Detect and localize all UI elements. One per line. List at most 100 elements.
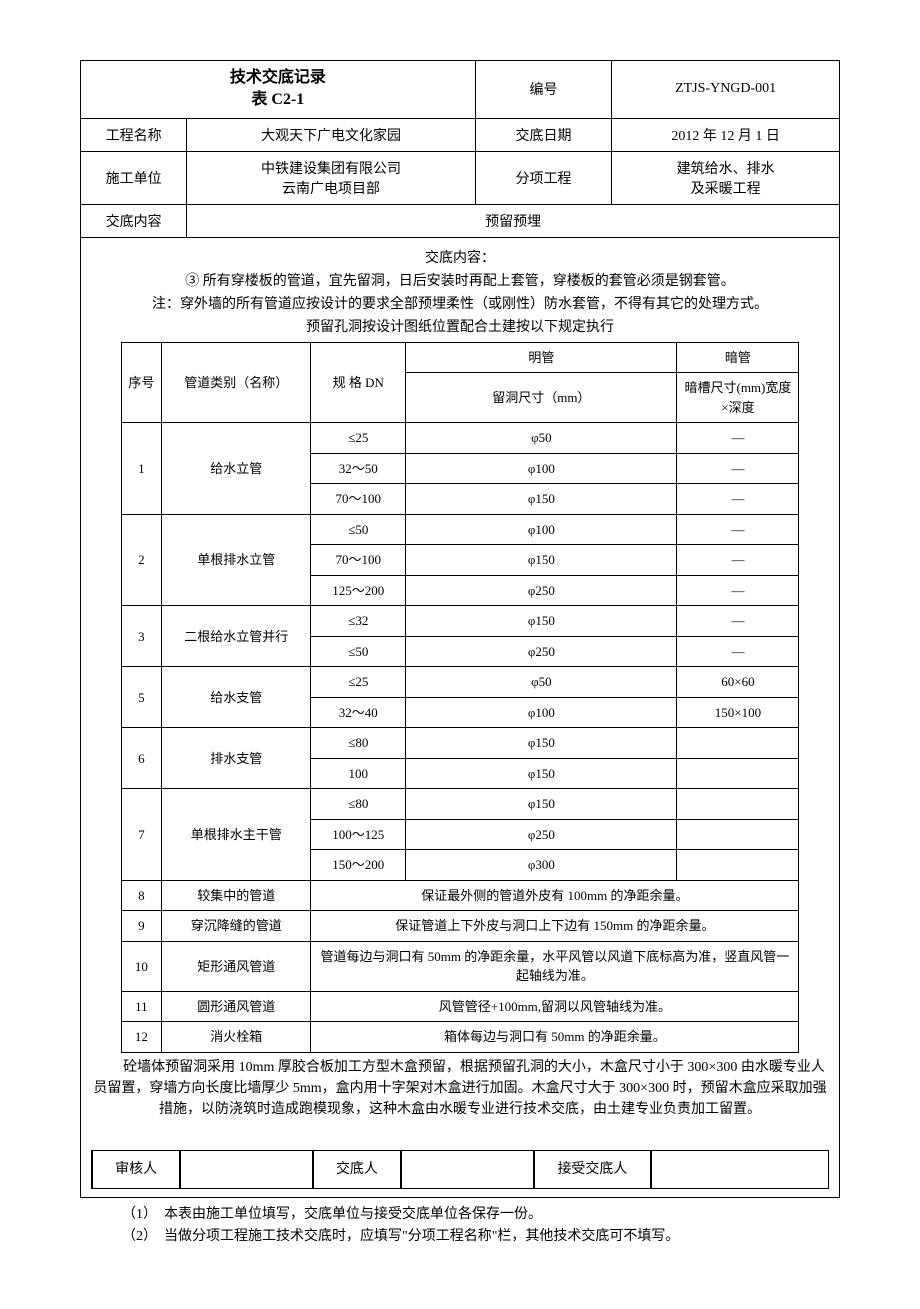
table-row-hidden [677,819,799,850]
table-row-text: 风管管径+100mm,留洞以风管轴线为准。 [311,991,799,1022]
table-row-text: 管道每边与洞口有 50mm 的净距余量，水平风管以风道下底标高为准，竖直风管一起… [311,941,799,991]
th-hidden-sub: 暗槽尺寸(mm)宽度×深度 [677,373,799,423]
table-row-exposed: φ150 [406,758,677,789]
sig-receiver-label: 接受交底人 [534,1151,652,1188]
table-row-hidden: 150×100 [677,697,799,728]
footnote-2: （2） 当做分项工程施工技术交底时，应填写"分项工程名称"栏，其他技术交底可不填… [80,1226,840,1248]
table-row-exposed: φ150 [406,728,677,759]
table-row-spec: ≤80 [311,728,406,759]
table-row-category: 穿沉降缝的管道 [162,911,311,942]
table-row-text: 箱体每边与洞口有 50mm 的净距余量。 [311,1022,799,1053]
table-row-seq: 1 [121,423,162,515]
spec-table: 序号 管道类别（名称） 规 格 DN 明管 暗管 留洞尺寸（mm） 暗槽尺寸(m… [121,342,800,1053]
project-value: 大观天下广电文化家园 [187,118,475,151]
sig-sender-label: 交底人 [313,1151,401,1188]
intro-title: 交底内容： [91,248,829,269]
table-row-seq: 8 [121,880,162,911]
table-row-spec: 32～40 [311,697,406,728]
table-row-seq: 12 [121,1022,162,1053]
table-row-spec: 125～200 [311,575,406,606]
table-row-spec: ≤50 [311,636,406,667]
table-row-category: 给水立管 [162,423,311,515]
number-value: ZTJS-YNGD-001 [612,61,840,119]
th-spec: 规 格 DN [311,342,406,423]
table-row-exposed: φ300 [406,850,677,881]
content-label: 交底内容 [81,204,187,237]
table-row-seq: 6 [121,728,162,789]
table-row-category: 单根排水立管 [162,514,311,606]
sig-sender-value [401,1151,533,1188]
table-row-exposed: φ250 [406,819,677,850]
table-row-spec: ≤25 [311,667,406,698]
table-row-exposed: φ50 [406,667,677,698]
sig-receiver-value [651,1151,828,1188]
th-seq: 序号 [121,342,162,423]
table-row-hidden: — [677,636,799,667]
table-row-exposed: φ150 [406,484,677,515]
th-exposed-sub: 留洞尺寸（mm） [406,373,677,423]
table-row-seq: 7 [121,789,162,881]
unit-value: 中铁建设集团有限公司 云南广电项目部 [187,151,475,204]
table-row-exposed: φ50 [406,423,677,454]
table-row-spec: ≤32 [311,606,406,637]
table-row-hidden: — [677,575,799,606]
table-row-category: 圆形通风管道 [162,991,311,1022]
table-row-hidden: — [677,606,799,637]
footnotes: （1） 本表由施工单位填写，交底单位与接受交底单位各保存一份。 （2） 当做分项… [80,1204,840,1249]
table-row-spec: ≤80 [311,789,406,820]
project-label: 工程名称 [81,118,187,151]
table-row-seq: 2 [121,514,162,606]
table-row-exposed: φ100 [406,453,677,484]
content-body: 交底内容： ③ 所有穿楼板的管道，宜先留洞，日后安装时再配上套管，穿楼板的套管必… [81,237,840,1197]
footnote-1: （1） 本表由施工单位填写，交底单位与接受交底单位各保存一份。 [80,1204,840,1226]
th-hidden: 暗管 [677,342,799,373]
table-row-spec: 32～50 [311,453,406,484]
date-label: 交底日期 [475,118,612,151]
table-row-exposed: φ150 [406,789,677,820]
table-row-exposed: φ100 [406,514,677,545]
sub-label: 分项工程 [475,151,612,204]
table-row-spec: 100～125 [311,819,406,850]
table-row-exposed: φ250 [406,575,677,606]
table-row-category: 消火栓箱 [162,1022,311,1053]
table-row-spec: ≤50 [311,514,406,545]
table-row-hidden: — [677,514,799,545]
table-row-hidden: — [677,484,799,515]
table-row-hidden: — [677,545,799,576]
date-value: 2012 年 12 月 1 日 [612,118,840,151]
table-row-hidden [677,728,799,759]
table-row-exposed: φ100 [406,697,677,728]
table-row-text: 保证管道上下外皮与洞口上下边有 150mm 的净距余量。 [311,911,799,942]
th-exposed: 明管 [406,342,677,373]
table-row-hidden [677,758,799,789]
table-caption: 预留孔洞按设计图纸位置配合土建按以下规定执行 [91,317,829,338]
table-row-hidden: 60×60 [677,667,799,698]
table-row-spec: 70～100 [311,484,406,515]
table-row-seq: 5 [121,667,162,728]
table-row-seq: 11 [121,991,162,1022]
header-table: 技术交底记录 表 C2-1 编号 ZTJS-YNGD-001 工程名称 大观天下… [80,60,840,1198]
title-line1: 技术交底记录 [89,67,467,89]
title-line2: 表 C2-1 [89,89,467,111]
table-row-spec: 70～100 [311,545,406,576]
table-row-seq: 3 [121,606,162,667]
table-row-seq: 10 [121,941,162,991]
note-line: 注：穿外墙的所有管道应按设计的要求全部预埋柔性（或刚性）防水套管，不得有其它的处… [91,294,829,315]
table-row-hidden: — [677,453,799,484]
table-row-hidden: — [677,423,799,454]
table-row-category: 二根给水立管并行 [162,606,311,667]
table-row-category: 较集中的管道 [162,880,311,911]
table-row-exposed: φ150 [406,606,677,637]
form-title: 技术交底记录 表 C2-1 [81,61,476,119]
table-row-category: 排水支管 [162,728,311,789]
content-value: 预留预埋 [187,204,840,237]
table-row-category: 单根排水主干管 [162,789,311,881]
sig-reviewer-label: 审核人 [92,1151,180,1188]
table-row-exposed: φ250 [406,636,677,667]
signature-table: 审核人 交底人 接受交底人 [91,1150,829,1189]
number-label: 编号 [475,61,612,119]
table-row-category: 矩形通风管道 [162,941,311,991]
bullet-3: ③ 所有穿楼板的管道，宜先留洞，日后安装时再配上套管，穿楼板的套管必须是钢套管。 [91,271,829,292]
table-row-text: 保证最外侧的管道外皮有 100mm 的净距余量。 [311,880,799,911]
th-category: 管道类别（名称） [162,342,311,423]
